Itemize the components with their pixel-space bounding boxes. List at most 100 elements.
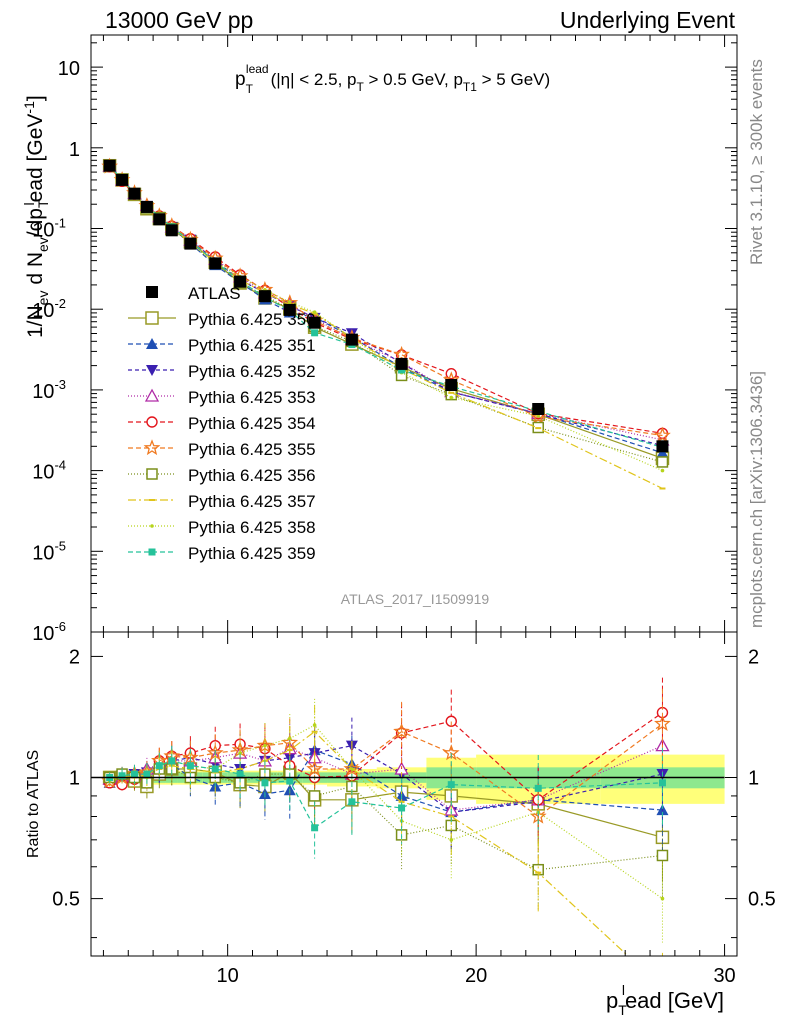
legend-entry-0: ATLAS (146, 284, 241, 303)
ratio-point (130, 770, 138, 778)
main-point (660, 468, 665, 473)
legend-marker (150, 524, 154, 528)
ratio-y-axis-label: Ratio to ATLAS (25, 750, 42, 858)
legend-entry-6: Pythia 6.425 355 (128, 439, 316, 459)
legend-marker (144, 388, 160, 402)
ratio-point (343, 760, 361, 777)
reference-point (308, 316, 321, 329)
ratio-point (350, 767, 354, 771)
legend-marker (146, 365, 158, 376)
reference-point (116, 173, 129, 186)
legend-label: Pythia 6.425 357 (188, 492, 316, 511)
ratio-point (155, 762, 163, 770)
main-point (535, 427, 542, 430)
main-point (536, 414, 541, 418)
ratio-point (656, 849, 669, 862)
y-tick-label: 10-2 (32, 296, 66, 322)
main-point (311, 329, 319, 337)
legend-entry-3: Pythia 6.425 352 (128, 362, 316, 381)
ratio-point (308, 790, 321, 802)
x-tick-label: 10 (217, 965, 239, 987)
legend-marker (148, 548, 156, 556)
ratio-point (143, 770, 151, 778)
ratio-point (448, 815, 455, 818)
legend-label: Pythia 6.425 354 (188, 414, 316, 433)
ratio-y-tick-label: 1 (69, 768, 80, 790)
ratio-plot-frame (90, 631, 738, 957)
main-point (654, 426, 671, 443)
ratio-point (118, 772, 126, 780)
ratio-point (535, 871, 542, 874)
legend-label: Pythia 6.425 358 (188, 518, 316, 537)
legend-marker (143, 439, 161, 456)
ratio-point (306, 760, 324, 777)
legend-label: Pythia 6.425 356 (188, 466, 316, 485)
ratio-point (261, 779, 269, 787)
legend-marker (149, 499, 155, 501)
ratio-point (658, 779, 666, 787)
ratio-point (263, 743, 267, 748)
ratio-point (654, 714, 671, 731)
main-point (656, 446, 669, 458)
legend-entry-5: Pythia 6.425 354 (128, 414, 316, 433)
ratio-y-tick-label-right: 2 (748, 646, 759, 668)
legend-entry-1: Pythia 6.425 350 (128, 310, 316, 329)
main-line (109, 165, 663, 447)
x-tick-label: 30 (713, 965, 735, 987)
ratio-point (311, 730, 318, 733)
main-series-10 (106, 162, 666, 451)
ratio-point (660, 896, 665, 901)
ratio-y-tick-label: 2 (69, 646, 80, 668)
reference-point (258, 290, 271, 303)
main-series-3 (103, 161, 669, 452)
ratio-point (449, 838, 454, 842)
reference-series (103, 159, 669, 453)
main-point (287, 300, 292, 304)
main-point (659, 487, 666, 490)
legend-entry-7: Pythia 6.425 356 (128, 466, 316, 485)
ratio-point (286, 777, 294, 785)
legend-label: Pythia 6.425 355 (188, 440, 316, 459)
x-axis-label: pTlead [GeV] (606, 982, 724, 1018)
reference-point (140, 200, 153, 213)
main-point (312, 310, 317, 315)
y-tick-label: 10-4 (32, 458, 66, 484)
ratio-point (534, 784, 542, 792)
legend-marker (146, 286, 158, 298)
y-tick-label: 10 (58, 58, 80, 80)
legend-entry-10: Pythia 6.425 359 (128, 544, 316, 563)
y-axis-label: 1/Nev d Nev/dpTlead [GeV-1] (21, 95, 51, 338)
y-tick-label: 10-6 (32, 619, 66, 645)
main-point (448, 391, 455, 394)
reference-point (395, 357, 408, 370)
reference-point (532, 402, 545, 415)
ratio-point (311, 824, 319, 832)
legend-label: Pythia 6.425 352 (188, 362, 316, 381)
main-point (398, 366, 406, 374)
reference-point (209, 257, 222, 270)
rivet-label: Rivet 3.1.10, ≥ 300k events (747, 59, 766, 265)
ratio-point (211, 765, 219, 773)
reference-point (445, 379, 458, 392)
y-tick-label: 1 (69, 139, 80, 161)
ratio-y-tick-label: 0.5 (52, 889, 80, 911)
ratio-point (398, 804, 406, 812)
ratio-point (186, 762, 194, 770)
ratio-point (447, 781, 455, 789)
ratio-point (256, 736, 274, 753)
ratio-series-9 (107, 698, 665, 943)
reference-point (128, 187, 141, 200)
y-tick-label: 10-3 (32, 377, 66, 403)
reference-point (656, 440, 669, 453)
legend-marker (145, 311, 159, 325)
ratio-point (312, 723, 317, 727)
main-plot-frame (90, 34, 738, 633)
main-point (449, 395, 454, 400)
ratio-point (238, 751, 242, 755)
reference-point (234, 275, 247, 288)
legend-marker (146, 468, 158, 480)
ratio-point (393, 722, 410, 739)
legend-entry-2: Pythia 6.425 351 (128, 336, 316, 355)
ratio-y-tick-label-right: 0.5 (748, 889, 776, 911)
